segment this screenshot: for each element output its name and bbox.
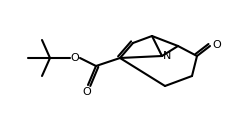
Text: N: N: [163, 51, 171, 61]
Text: O: O: [71, 53, 79, 63]
Text: O: O: [213, 40, 221, 50]
Text: O: O: [83, 87, 91, 97]
